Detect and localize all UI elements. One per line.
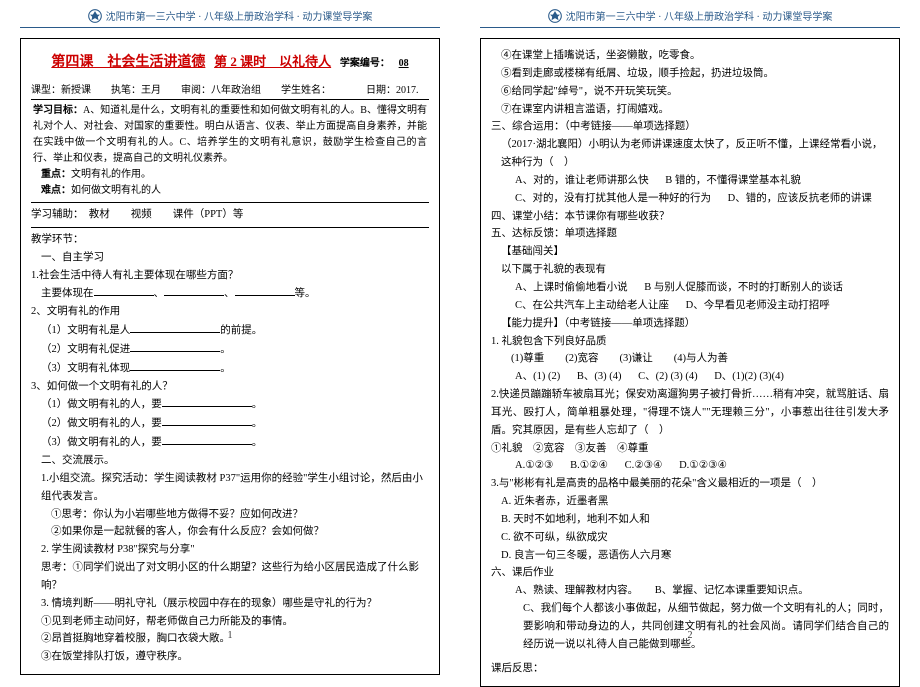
page-left: 沈阳市第一三六中学 · 八年级上册政治学科 · 动力课堂导学案 第四课 社会生活… bbox=[0, 0, 460, 647]
s4: 四、课堂小结：本节课你有哪些收获？ bbox=[491, 208, 889, 226]
nl1-opts: (1)尊重 (2)宽容 (3)谦让 (4)与人为善 bbox=[491, 350, 889, 368]
q1: 1.社会生活中待人有礼主要体现在哪些方面？ bbox=[31, 267, 429, 285]
l3: ⑥给同学起"绰号"，说不开玩笑玩笑。 bbox=[491, 83, 889, 101]
bk-opts2: C、在公共汽车上主动给老人让座 D、今早看见老师没主动打招呼 bbox=[491, 297, 889, 315]
s2: 二、交流展示。 bbox=[31, 452, 429, 470]
bk-label: 【基础闯关】 bbox=[491, 243, 889, 261]
school-logo-icon bbox=[88, 9, 102, 23]
title-sub: 第 2 课时 以礼待人 bbox=[214, 54, 331, 69]
nl1: 1. 礼貌包含下列良好品质 bbox=[491, 333, 889, 351]
nl1-abcd: A、(1) (2) B、(3) (4) C、(2) (3) (4) D、(1)(… bbox=[491, 368, 889, 386]
goal-text: A、知道礼是什么，文明有礼的重要性和如何做文明有礼的人。B、懂得文明有礼对个人、… bbox=[33, 105, 427, 164]
q2: 2、文明有礼的作用 bbox=[31, 303, 429, 321]
header-left: 沈阳市第一三六中学 · 八年级上册政治学科 · 动力课堂导学案 bbox=[20, 8, 440, 28]
page-right: 沈阳市第一三六中学 · 八年级上册政治学科 · 动力课堂导学案 ④在课堂上插嘴说… bbox=[460, 0, 920, 647]
goal-block: 学习目标：A、知道礼是什么，文明有礼的重要性和如何做文明有礼的人。B、懂得文明有… bbox=[31, 103, 429, 167]
title-code-label: 学案编号： bbox=[340, 58, 390, 69]
nl2-abcd: A.①②③ B.①②④ C.②③④ D.①②③④ bbox=[491, 457, 889, 475]
divider bbox=[31, 99, 429, 100]
page-number-2: 2 bbox=[460, 630, 920, 641]
s2-2: 2. 学生阅读教材 P38"探究与分享" bbox=[31, 541, 429, 559]
meta-row: 课型：新授课 执笔：王月 审阅：八年政治组 学生姓名： 日期：2017. bbox=[31, 81, 429, 96]
s2-3a: ①见到老师主动问好，帮老师做自己力所能及的事情。 bbox=[31, 613, 429, 631]
q2-2: （2）文明有礼促进。 bbox=[31, 340, 429, 359]
l1: ④在课堂上插嘴说话，坐姿懒散，吃零食。 bbox=[491, 47, 889, 65]
reflect: 课后反思： bbox=[491, 660, 889, 678]
s3-q: （2017·湖北襄阳）小明认为老师讲课速度太快了，反正听不懂，上课经常看小说，这… bbox=[491, 136, 889, 172]
title-main: 第四课 社会生活讲道德 bbox=[51, 55, 205, 70]
l2: ⑤看到走廊或楼梯有纸屑、垃圾，顺手捡起，扔进垃圾筒。 bbox=[491, 65, 889, 83]
q2-3: （3）文明有礼体现。 bbox=[31, 359, 429, 378]
s2-1a: ①思考：你认为小岩哪些地方做得不妥？应如何改进？ bbox=[31, 506, 429, 524]
page-number-1: 1 bbox=[0, 630, 460, 641]
divider bbox=[31, 227, 429, 228]
s2-1: 1.小组交流。探究活动：学生阅读教材 P37"运用你的经验"学生小组讨论，然后由… bbox=[31, 470, 429, 506]
q3-3: （3）做文明有礼的人，要。 bbox=[31, 433, 429, 452]
sect-label: 教学环节： bbox=[31, 231, 429, 249]
header-text: 沈阳市第一三六中学 · 八年级上册政治学科 · 动力课堂导学案 bbox=[566, 8, 833, 23]
hw-ab: A、熟读、理解教材内容。 B、掌握、记忆本课重要知识点。 bbox=[491, 582, 889, 600]
s2-3c: ③在饭堂排队打饭，遵守秩序。 bbox=[31, 648, 429, 666]
s3-opts2: C、对的，没有打扰其他人是一种好的行为 D、错的，应该反抗老师的讲课 bbox=[491, 190, 889, 208]
zhongdian: 重点：文明有礼的作用。 bbox=[31, 167, 429, 183]
q3: 3、如何做一个文明有礼的人？ bbox=[31, 378, 429, 396]
s3-opts1: A、对的，谁让老师讲那么快 B 错的，不懂得课堂基本礼貌 bbox=[491, 172, 889, 190]
s1: 一、自主学习 bbox=[31, 249, 429, 267]
s5: 五、达标反馈：单项选择题 bbox=[491, 225, 889, 243]
nl3-b: B. 天时不如地利，地利不如人和 bbox=[491, 511, 889, 529]
content-left: 第四课 社会生活讲道德 第 2 课时 以礼待人 学案编号： 08 课型：新授课 … bbox=[20, 38, 440, 675]
q3-2: （2）做文明有礼的人，要。 bbox=[31, 414, 429, 433]
aid-row: 学习辅助： 教材 视频 课件（PPT）等 bbox=[31, 206, 429, 224]
nl3-c: C. 欲不可纵，纵欲成灾 bbox=[491, 529, 889, 547]
s2-1b: ②如果你是一起就餐的客人，你会有什么反应？会如何做？ bbox=[31, 523, 429, 541]
s6: 六、课后作业 bbox=[491, 564, 889, 582]
nl-label: 【能力提升】（中考链接——单项选择题） bbox=[491, 315, 889, 333]
nl3: 3.与"彬彬有礼是高贵的品格中最美丽的花朵"含义最相近的一项是（ ） bbox=[491, 475, 889, 493]
header-text: 沈阳市第一三六中学 · 八年级上册政治学科 · 动力课堂导学案 bbox=[106, 8, 373, 23]
school-logo-icon bbox=[548, 9, 562, 23]
goal-label: 学习目标： bbox=[33, 105, 83, 116]
s3: 三、综合运用：（中考链接——单项选择题） bbox=[491, 118, 889, 136]
bk-opts1: A、上课时偷偷地看小说 B 与别人促膝而谈，不时的打断别人的谈话 bbox=[491, 279, 889, 297]
nl2-opts: ①礼貌 ②宽容 ③友善 ④尊重 bbox=[491, 440, 889, 458]
q1-ans: 主要体现在、、等。 bbox=[31, 284, 429, 303]
s2-2a: 思考：①同学们说出了对文明小区的什么期望？这些行为给小区居民造成了什么影响？ bbox=[31, 559, 429, 595]
lesson-title: 第四课 社会生活讲道德 第 2 课时 以礼待人 学案编号： 08 bbox=[31, 51, 429, 71]
divider bbox=[31, 202, 429, 203]
l4: ⑦在课室内讲粗言滥语，打闹嬉戏。 bbox=[491, 101, 889, 119]
header-right: 沈阳市第一三六中学 · 八年级上册政治学科 · 动力课堂导学案 bbox=[480, 8, 900, 28]
q3-1: （1）做文明有礼的人，要。 bbox=[31, 395, 429, 414]
s2-3: 3. 情境判断——明礼守礼（展示校园中存在的现象）哪些是守礼的行为？ bbox=[31, 595, 429, 613]
q2-1: （1）文明有礼是人的前提。 bbox=[31, 321, 429, 340]
nl3-d: D. 良言一句三冬暖，恶语伤人六月寒 bbox=[491, 547, 889, 565]
content-right: ④在课堂上插嘴说话，坐姿懒散，吃零食。 ⑤看到走廊或楼梯有纸屑、垃圾，顺手捡起，… bbox=[480, 38, 900, 687]
nl2: 2.快递员蹦蹦轿车被扇耳光；保安劝离遛狗男子被打骨折……稍有冲突，就骂脏话、扇耳… bbox=[491, 386, 889, 440]
hw-c: C、我们每个人都该小事做起，从细节做起，努力做一个文明有礼的人；同时，要影响和带… bbox=[491, 600, 889, 654]
title-code: 08 bbox=[399, 58, 409, 69]
nl3-a: A. 近朱者赤，近墨者黑 bbox=[491, 493, 889, 511]
bk-q: 以下属于礼貌的表现有 bbox=[491, 261, 889, 279]
nandian: 难点：如何做文明有礼的人 bbox=[31, 183, 429, 199]
